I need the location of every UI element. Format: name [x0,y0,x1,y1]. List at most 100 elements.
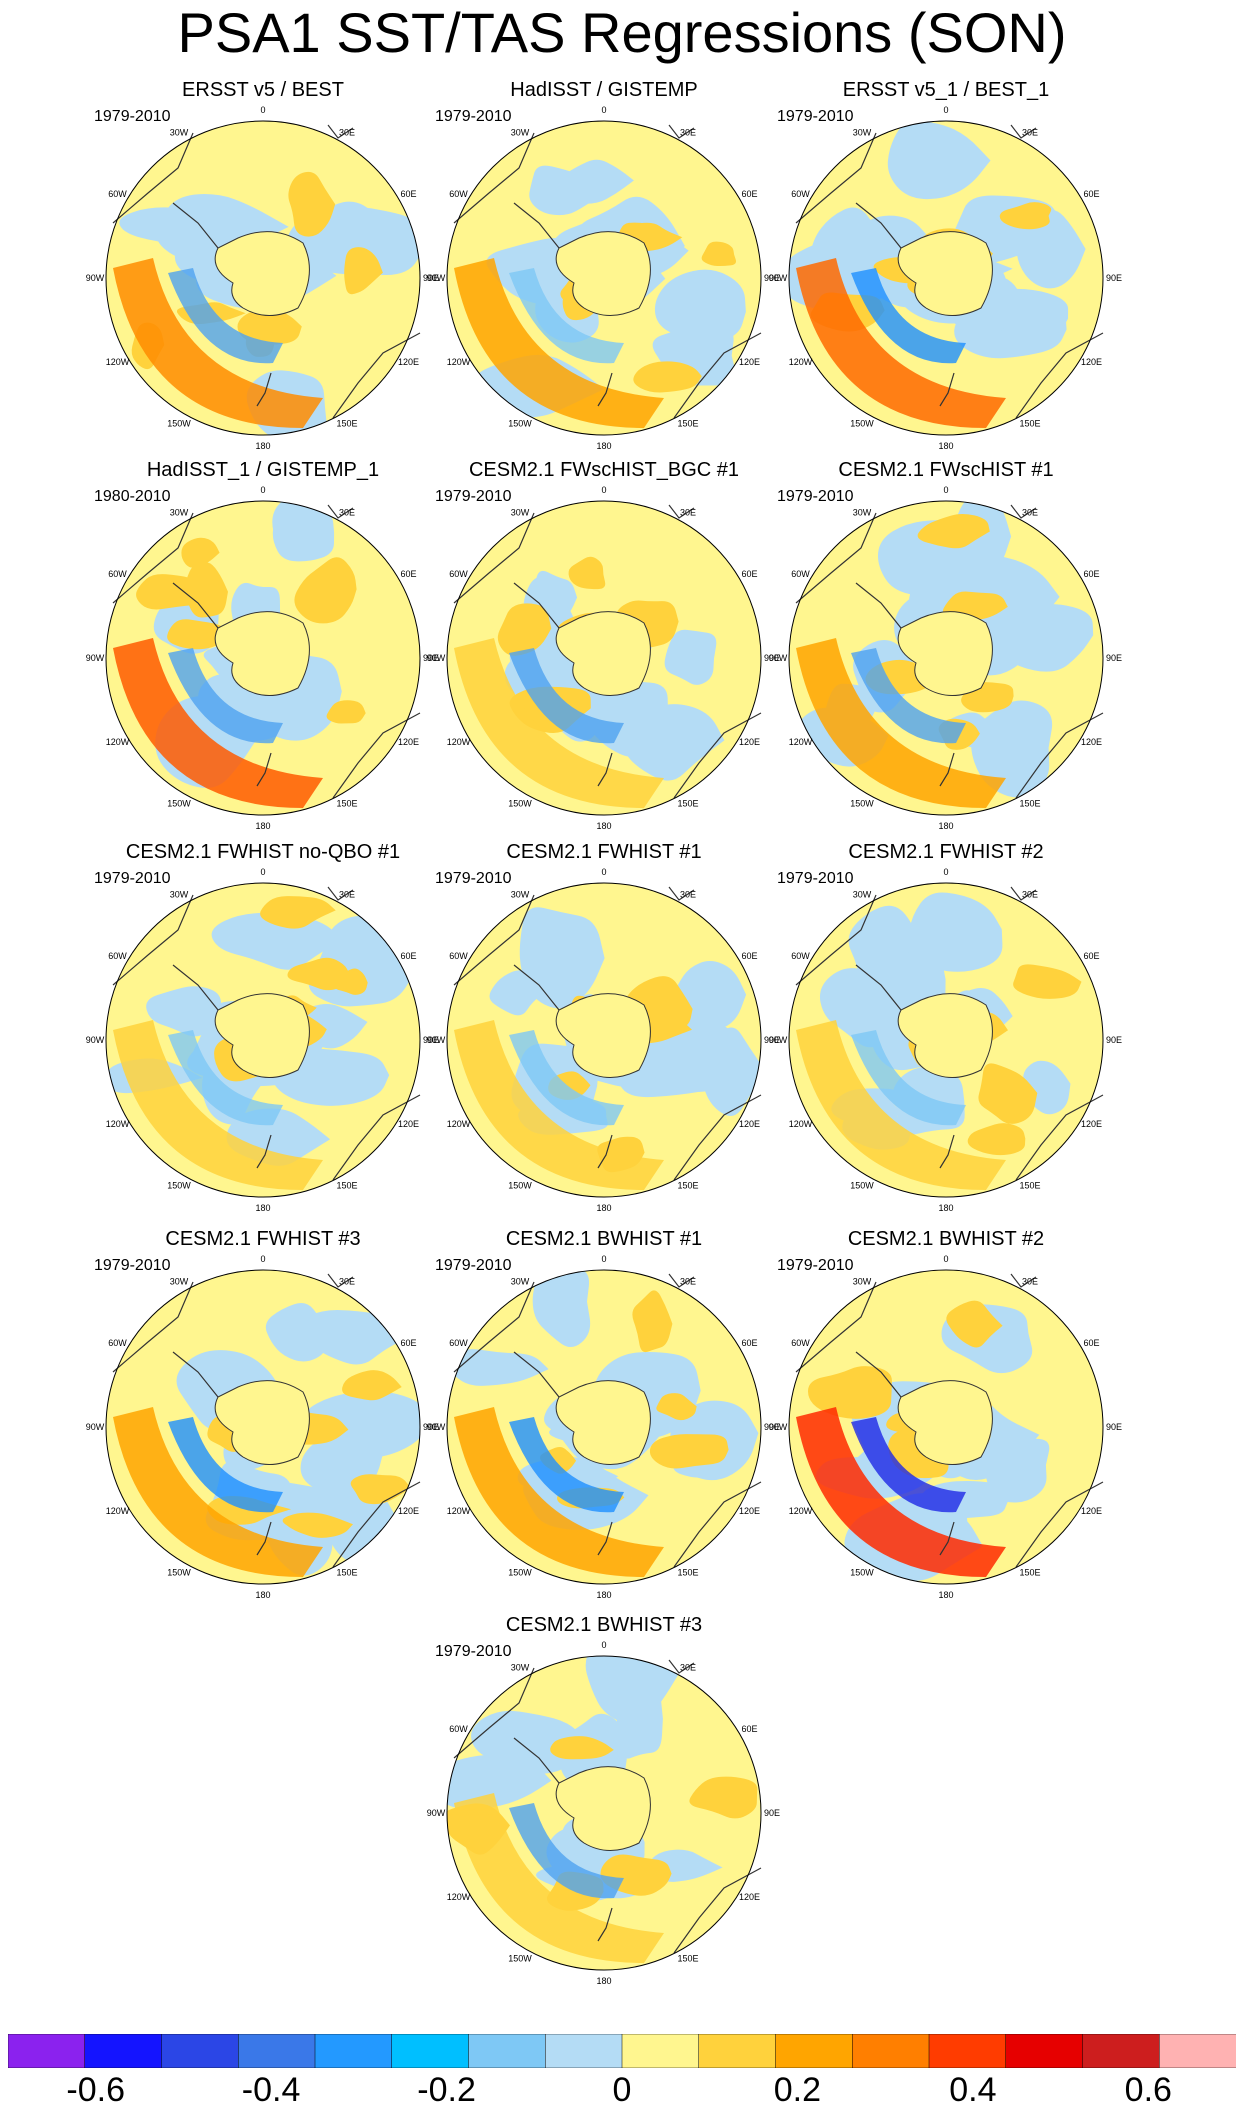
map-border [788,120,1104,436]
longitude-label: 60E [400,189,416,199]
warm-anomaly-region [287,957,350,991]
new-zealand-coastline [939,1134,955,1169]
longitude-label: 30E [1022,128,1038,138]
longitude-label: 150E [336,419,357,429]
polar-map: 0 30E 60E 90E 120E 150E 180 150W 120W 90W 60W 30W [769,1254,1122,1600]
warm-anomaly-region [568,556,606,590]
panel-period: 1979-2010 [94,870,171,887]
longitude-label: 150E [677,419,698,429]
colorbar-swatch [928,2034,1007,2068]
longitude-label: 30W [170,128,189,138]
antarctica-coastline [897,1380,993,1465]
longitude-label: 90W [769,1422,788,1432]
cool-anomaly-region [272,501,324,548]
south-america-coastline [453,132,535,224]
longitude-label: 30W [170,890,189,900]
longitude-label: 90E [764,1808,780,1818]
longitude-label: 60W [449,189,468,199]
longitude-label: 90E [423,1422,439,1432]
africa-coastline [1010,124,1037,139]
pacific-warm-band [113,638,323,808]
panel-title: CESM2.1 FWHIST #2 [848,841,1044,863]
colorbar-labels: -0.6 -0.4 -0.2 0 0.2 0.4 0.6 [0,2072,1244,2108]
panel-period: 1979-2010 [435,870,512,887]
panel-title: HadISST / GISTEMP [510,79,698,101]
map-panel: 0 30E 60E 90E 120E 150E 180 150W 120W 90W 60W 30W CE… [751,458,1141,843]
antarctica-coastline [555,993,651,1078]
antarctic-peninsula [513,1351,560,1398]
map-border [788,882,1104,1198]
map-panel: 0 30E 60E 90E 120E 150E 180 150W 120W 90W 60W 30W CE… [409,840,799,1225]
antarctic-peninsula [513,202,560,249]
warm-anomaly-region [656,1393,697,1421]
south-america-coastline [453,512,535,604]
longitude-label: 30E [680,508,696,518]
australia-coastline [332,1094,421,1181]
colorbar-tick-label: -0.6 [66,2071,125,2109]
longitude-label: 0 [260,867,265,877]
antarctica-coastline [897,993,993,1078]
pacific-warm-band [113,258,323,428]
longitude-label: 150E [336,799,357,809]
new-zealand-coastline [597,1907,613,1942]
warm-anomaly-region [288,171,336,237]
longitude-label: 90W [86,273,105,283]
map-border [788,1269,1104,1585]
longitude-label: 30E [680,128,696,138]
new-zealand-coastline [256,1134,272,1169]
colorbar-tick-label: -0.4 [241,2071,301,2109]
colorbar-swatch [391,2034,470,2068]
longitude-label: 150E [677,799,698,809]
cool-anomaly-region [887,121,991,200]
longitude-label: 0 [943,105,948,115]
longitude-label: 120E [1081,737,1102,747]
longitude-label: 150E [336,1181,357,1191]
longitude-label: 120W [789,737,813,747]
pacific-warm-band [796,1020,1006,1190]
longitude-label: 90W [427,273,446,283]
antarctic-peninsula [172,964,219,1011]
map-border [105,882,421,1198]
warm-anomaly-region [294,557,357,624]
longitude-label: 120W [789,1119,813,1129]
cool-anomaly-region [971,700,1053,798]
pacific-warm-band [454,638,664,808]
longitude-label: 0 [601,1254,606,1264]
map-border [446,500,762,816]
longitude-label: 30W [853,128,872,138]
longitude-label: 30W [853,1277,872,1287]
pacific-cool-band [168,648,283,744]
colorbar-swatch [161,2034,239,2068]
colorbar-swatch [468,2034,546,2068]
longitude-label: 0 [601,485,606,495]
longitude-label: 120W [447,1892,471,1902]
panel-title: CESM2.1 BWHIST #3 [505,1614,703,1636]
longitude-label: 60W [108,569,127,579]
map-border [446,1269,762,1585]
cool-anomaly-region [319,201,381,257]
longitude-label: 120W [447,1506,471,1516]
longitude-label: 30E [680,890,696,900]
longitude-label: 90E [1106,273,1122,283]
polar-map: 0 30E 60E 90E 120E 150E 180 150W 120W 90W 60W 30W [427,867,780,1213]
longitude-label: 150E [677,1181,698,1191]
new-zealand-coastline [256,752,272,787]
colorbar-swatch [84,2034,163,2068]
panel-period: 1979-2010 [435,1257,512,1274]
longitude-label: 60E [741,189,757,199]
longitude-label: 90W [86,1035,105,1045]
longitude-label: 30E [680,1663,696,1673]
warm-anomaly-region [344,247,383,295]
africa-coastline [668,1273,695,1288]
polar-map: 0 30E 60E 90E 120E 150E 180 150W 120W 90W 60W 30W [427,105,780,451]
map-panel: 0 30E 60E 90E 120E 150E 180 150W 120W 90W 60W 30W ER… [68,78,458,463]
map-border [446,882,762,1198]
longitude-label: 180 [596,1976,611,1986]
pacific-cool-band [168,1417,283,1513]
longitude-label: 120E [1081,1506,1102,1516]
longitude-label: 0 [601,867,606,877]
south-america-coastline [795,512,877,604]
pacific-warm-band [454,1020,664,1190]
longitude-label: 90E [423,1035,439,1045]
warm-anomaly-region [497,603,552,656]
